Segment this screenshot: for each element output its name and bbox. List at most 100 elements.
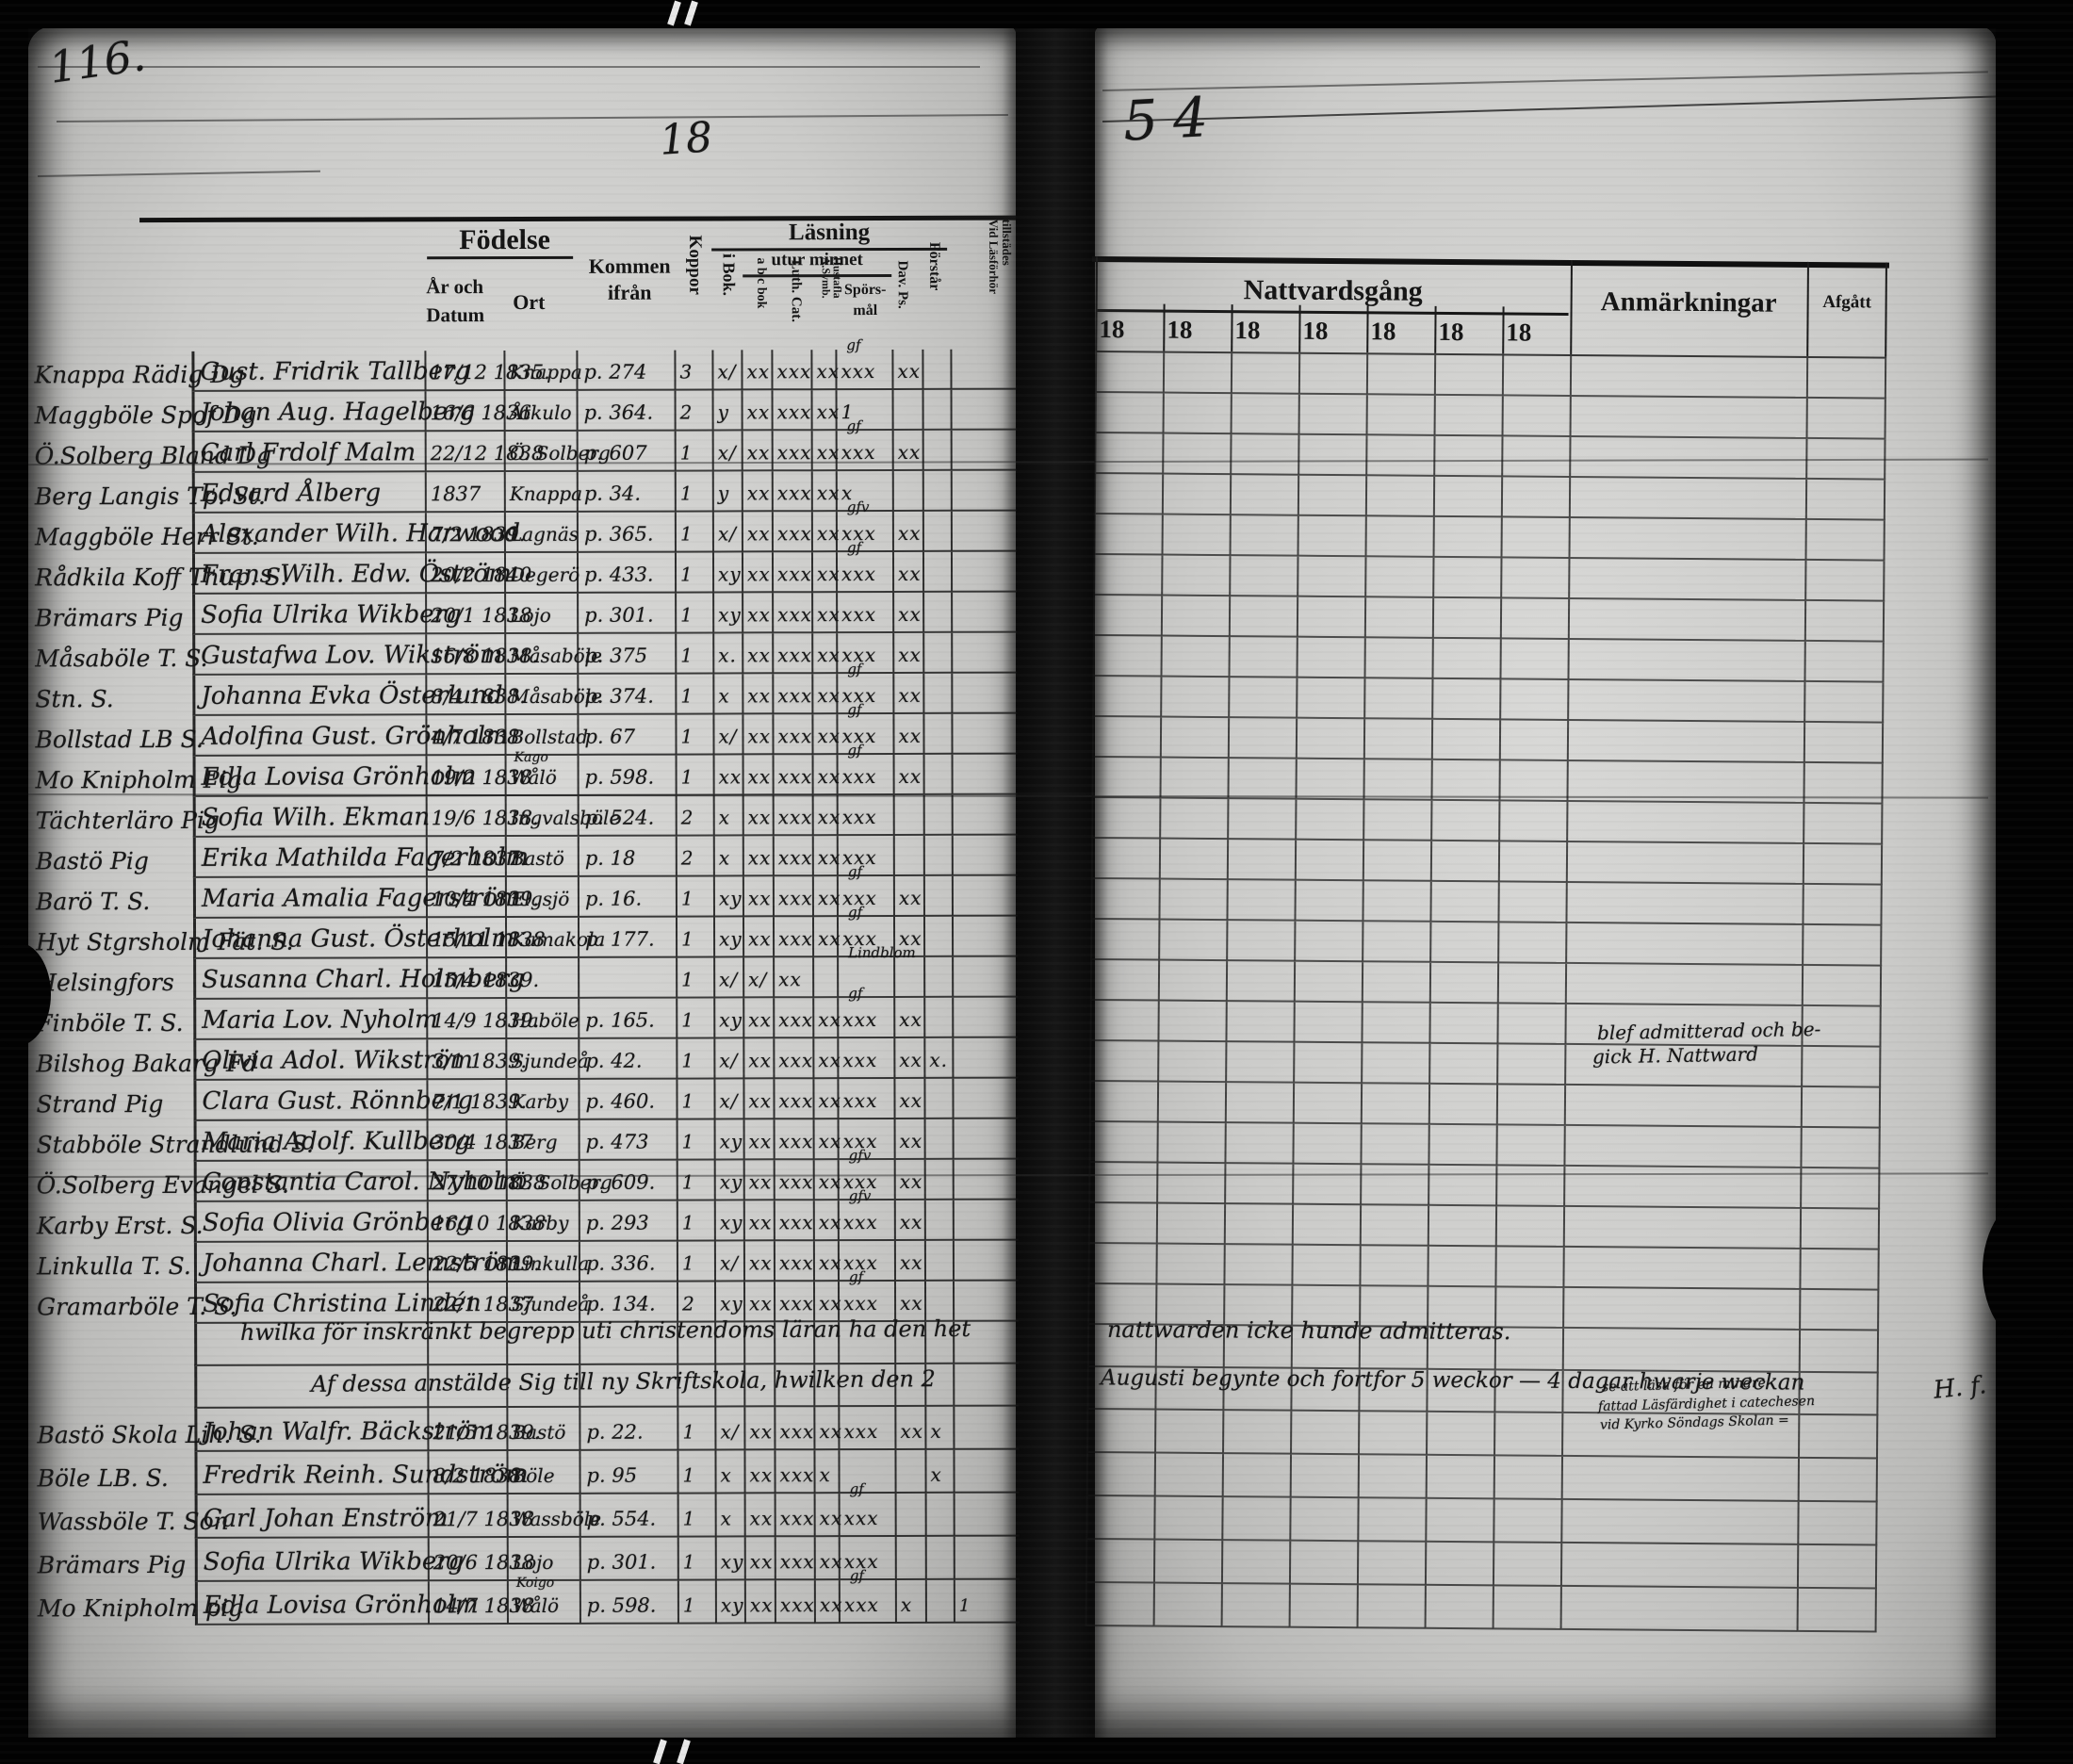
communion-grid-cell [1429,922,1498,964]
communion-grid-row [1091,716,1885,764]
cell-vid-lasforhor [951,754,1018,795]
cell-birthdate: 10/4 1839. [425,877,539,919]
communion-grid-cell [1432,516,1501,559]
communion-grid-cell [1559,1586,1797,1632]
communion-grid-cell [1493,1456,1562,1500]
note-nattwarden: nattwarden icke hunde admitteras. [1106,1315,1511,1346]
cell-name: Edvard Ålberg [191,472,425,514]
cell-smallpox: 1 [677,1537,715,1581]
cell-name: Gust. Fridrik Tallberg [191,351,470,392]
cell-symbolum-hustafla: xx [810,512,841,553]
cell-forstar [924,1493,954,1537]
communion-grid-cell [1087,1202,1157,1245]
communion-grid-cell [1803,803,1884,845]
cell-symbolum-hustafla: xx [813,1580,842,1625]
communion-grid-row [1092,635,1885,683]
cell-abc-book: xx [743,1038,774,1080]
communion-grid-cell [1567,679,1804,723]
communion-grid-cell [1499,679,1568,721]
communion-grid-cell [1161,555,1230,597]
communion-grid-cell [1561,1328,1800,1373]
communion-grid-cell [1160,636,1229,678]
cell-birthplace: Måsaböle [504,633,602,676]
communion-grid-cell [1092,676,1161,718]
film-border-top [0,0,2073,28]
cell-sporsmal: Lindblom [837,944,916,999]
communion-grid-cell [1430,800,1499,842]
cell-vid-lasforhor [952,1078,1019,1119]
cell-forstar [922,754,952,795]
cell-birthdate: 19/6 1838. [425,796,539,838]
cell-davids-psalms: xx [893,1200,924,1241]
communion-grid-cell [1560,1456,1799,1502]
cell-birthplace: Lagnäs [503,512,579,554]
cell-symbolum-hustafla: xx [811,917,841,958]
cell-davids-psalms [894,1536,925,1580]
communion-grid-cell [1424,1542,1494,1587]
cell-read-in-book: x [714,1450,744,1494]
note-af-dessa: Af dessa anstälde Sig till ny Skriftskol… [310,1365,936,1397]
communion-grid-cell [1157,960,1227,1003]
cell-davids-psalms: xx [891,511,922,552]
cell-forstar [923,1078,953,1119]
cell-luther-catechism: xxx [773,1160,814,1201]
cell-vid-lasforhor: 1 [953,1579,1020,1624]
cell-vid-lasforhor [953,1449,1020,1494]
cell-luther-catechism: xxx [774,1407,814,1451]
communion-grid-cell [1359,1246,1428,1287]
communion-grid-cell [1433,435,1502,478]
communion-grid-cell [1800,1168,1881,1210]
header-year-col: 18 [1167,315,1193,344]
communion-grid-cell [1428,1124,1496,1167]
margin-place-label: Brämars Pig [37,1550,187,1579]
communion-grid-cell [1429,881,1498,923]
cell-luther-catechism: xxx [773,1119,813,1161]
cell-davids-psalms: xx [891,551,923,593]
cell-sporsmal: gf xxx [838,1567,895,1625]
communion-grid-cell [1224,1083,1294,1124]
cell-came-from-page: p. 177. [577,917,677,958]
cell-birthdate: 1837 [424,472,504,514]
cell-name: Constantia Carol. Nyholm [193,1161,525,1202]
cell-birthdate: 14/9 1839. [426,999,539,1040]
communion-grid-cell [1360,1165,1428,1206]
cell-symbolum-hustafla: xx [813,1537,842,1581]
cell-sporsmal: gf xxx [835,336,892,391]
cell-birthdate: 7/1 1839. [426,1080,527,1121]
cell-sporsmal: xxx [836,835,893,877]
communion-grid-cell [1428,1043,1497,1086]
communion-grid-cell [1359,1205,1428,1247]
cell-read-in-book: xx [712,755,743,796]
film-border-bottom [0,1738,2073,1764]
communion-grid-cell [1289,1454,1359,1499]
cell-smallpox: 1 [676,998,714,1039]
communion-grid-cell [1428,1165,1496,1207]
communion-grid-cell [1358,1412,1427,1456]
communion-grid-cell [1497,841,1567,883]
communion-grid-cell [1289,1497,1358,1543]
margin-place-label: Måsaböle T. S. [35,644,208,673]
header-mal: mål [853,302,878,319]
communion-grid-cell [1157,1001,1226,1043]
cell-smallpox: 1 [677,1580,715,1625]
cell-sporsmal: xxx [837,1078,894,1120]
communion-grid-row [1085,1582,1877,1633]
communion-grid-cell [1428,1003,1497,1045]
margin-place-label: Barö T. S. [35,888,151,916]
cell-smallpox: 1 [675,876,713,918]
cell-birthplace: Wassböle [506,1494,601,1539]
register-row: Strand Pig Clara Gust. Rönnberg 7/1 1839… [28,1078,1019,1122]
cell-luther-catechism: xxx [772,795,813,837]
communion-grid-cell [1159,798,1228,841]
cell-birthplace: Kamakola [504,917,605,959]
communion-grid-cell [1426,1412,1494,1457]
cell-read-in-book: y [711,471,742,513]
communion-grid-cell [1496,1004,1565,1045]
signature-mark: H. f. [1932,1371,1988,1405]
cell-smallpox: 1 [676,1079,714,1120]
cell-birthplace: Sjundeå [505,1038,589,1081]
cell-birthdate: 7/2 1837. [425,837,526,878]
left-rows-upper: Knappa Rädig Dg Gust. Fridrik Tallberg 1… [26,336,1020,1325]
cell-symbolum-hustafla: xx [812,1119,841,1161]
